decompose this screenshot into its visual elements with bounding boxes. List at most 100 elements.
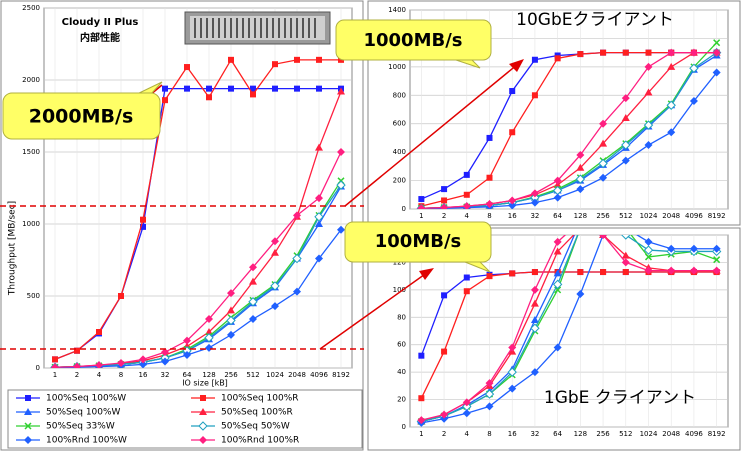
legend-label: 100%Seq 100%R (221, 394, 299, 404)
marker (205, 328, 213, 335)
x-tick-label: 16 (508, 430, 517, 438)
marker (644, 62, 653, 71)
marker (508, 201, 517, 209)
marker (667, 128, 676, 137)
legend-label: 50%Seq 50%W (221, 422, 290, 432)
legend-label: 100%Rnd 100%W (46, 436, 127, 446)
series-line (54, 151, 342, 368)
marker (530, 323, 540, 333)
x-tick-label: 16 (508, 212, 517, 220)
x-tick-label: 1024 (640, 212, 658, 220)
marker (462, 409, 471, 418)
marker (666, 100, 676, 110)
marker (689, 96, 698, 105)
marker (293, 287, 301, 296)
y-tick-label: 80 (397, 313, 406, 321)
marker (227, 289, 235, 298)
marker (249, 263, 257, 272)
reference-lines (0, 63, 519, 350)
marker (554, 55, 561, 62)
marker (315, 254, 323, 263)
marker (575, 174, 586, 184)
x-tick-label: 2 (442, 212, 446, 220)
marker (272, 85, 278, 92)
marker (463, 274, 470, 281)
marker (315, 194, 323, 203)
x-tick-label: 16 (139, 371, 148, 379)
marker (530, 368, 539, 377)
marker (644, 141, 653, 150)
series-line (421, 235, 576, 423)
marker (337, 148, 345, 156)
marker (139, 360, 147, 368)
x-tick-label: 1 (53, 371, 57, 379)
legend-label: 50%Seq 100%R (221, 408, 293, 418)
marker (336, 180, 346, 190)
marker (440, 414, 449, 423)
x-tick-label: 512 (246, 371, 259, 379)
marker (485, 379, 494, 388)
marker (463, 191, 470, 198)
arrow-heads (419, 59, 524, 280)
marker (577, 51, 584, 58)
marker (440, 410, 449, 419)
plot-series (416, 39, 722, 209)
marker (509, 129, 516, 136)
series-line (54, 58, 341, 360)
marker (139, 355, 147, 364)
marker (337, 87, 345, 95)
marker (271, 302, 279, 311)
marker (689, 244, 698, 253)
x-tick-label: 128 (574, 430, 587, 438)
marker (199, 408, 207, 415)
marker (645, 49, 652, 56)
x-tick-label: 8 (487, 212, 491, 220)
series-line (421, 51, 717, 209)
y-tick-label: 0 (402, 205, 406, 213)
marker (441, 348, 448, 355)
marker (553, 237, 562, 246)
x-tick-label: 4096 (685, 212, 703, 220)
marker (643, 120, 654, 130)
y-tick-label: 0 (402, 423, 406, 431)
marker (621, 114, 630, 122)
marker (74, 347, 80, 354)
marker (462, 202, 471, 209)
marker (117, 358, 125, 367)
marker (271, 237, 279, 246)
marker (162, 97, 168, 104)
marker (713, 39, 721, 47)
marker (316, 85, 322, 92)
marker (250, 85, 256, 92)
marker (689, 48, 698, 57)
marker (507, 367, 517, 377)
chart-title: 1GbE クライアント (544, 388, 696, 408)
x-tick-label: 4096 (310, 371, 328, 379)
marker (441, 292, 448, 299)
plot-series (50, 56, 346, 368)
marker (199, 436, 207, 444)
marker (316, 56, 322, 63)
marker (206, 85, 212, 92)
series-line (421, 235, 717, 424)
marker (553, 193, 562, 202)
x-tick-label: 512 (619, 212, 632, 220)
marker (508, 384, 517, 393)
y-tick-label: 60 (397, 341, 406, 349)
marker (553, 176, 562, 185)
x-tick-label: 256 (596, 430, 610, 438)
marker (712, 244, 721, 253)
marker (24, 436, 32, 444)
marker (621, 156, 630, 165)
x-tick-label: 8192 (708, 430, 726, 438)
marker (418, 196, 425, 203)
marker (204, 333, 214, 343)
marker (314, 212, 324, 222)
plot-area (409, 234, 729, 428)
marker (622, 49, 629, 56)
marker (24, 408, 32, 415)
y-tick-label: 2500 (22, 4, 40, 12)
callout: 100MB/s (344, 221, 492, 273)
callout-text: 100MB/s (375, 231, 462, 252)
